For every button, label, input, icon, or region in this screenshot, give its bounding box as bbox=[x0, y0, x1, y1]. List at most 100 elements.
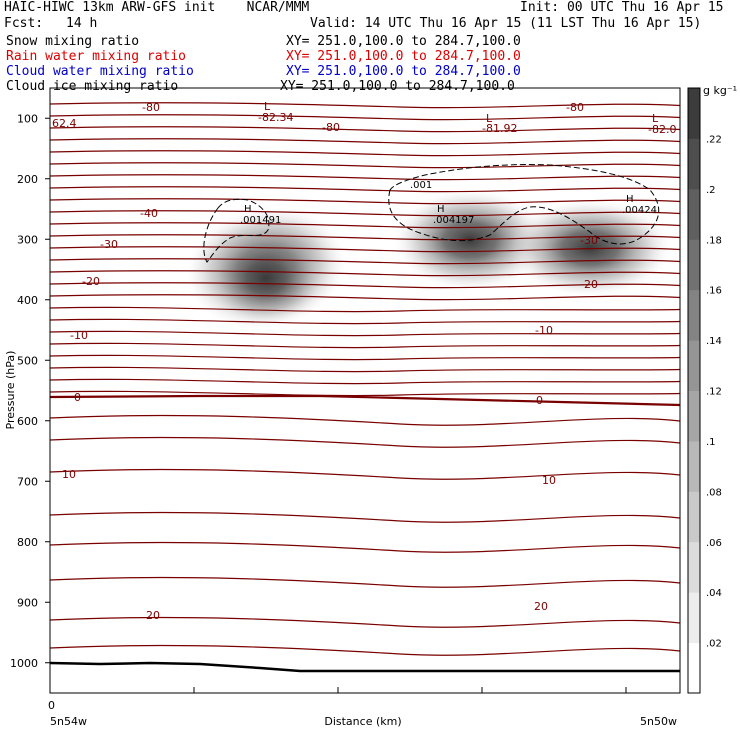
colorbar-tick-label: .18 bbox=[706, 235, 722, 246]
colorbar-swatch bbox=[688, 541, 700, 593]
colorbar-swatch bbox=[688, 390, 700, 442]
colorbar-tick-label: .2 bbox=[706, 185, 716, 196]
ice-contour-label: .001 bbox=[410, 180, 432, 191]
legend-rain-xy: XY= 251.0,100.0 to 284.7,100.0 bbox=[286, 49, 521, 64]
x-right-location: 5n50w bbox=[640, 715, 677, 728]
x-axis-label: Distance (km) bbox=[324, 715, 401, 728]
colorbar-unit: g kg⁻¹ bbox=[703, 84, 737, 97]
y-tick-label: 100 bbox=[17, 112, 38, 125]
temp-label: -82.34 bbox=[258, 111, 293, 124]
temp-label: 10 bbox=[62, 468, 76, 481]
ice-max-marker: H bbox=[437, 204, 445, 215]
temp-label: -20 bbox=[82, 275, 100, 288]
legend-rain: Rain water mixing ratio bbox=[6, 49, 187, 64]
temp-label: 20 bbox=[146, 609, 160, 622]
isotherm-line bbox=[50, 198, 680, 205]
colorbar-tick-label: .14 bbox=[706, 336, 722, 347]
isotherm-line bbox=[50, 306, 680, 313]
temp-label: -30 bbox=[580, 234, 598, 247]
isotherm-line bbox=[50, 270, 680, 277]
y-tick-label: 1000 bbox=[10, 657, 38, 670]
legend-snow: Snow mixing ratio bbox=[6, 34, 140, 49]
colorbar-swatch bbox=[688, 239, 700, 291]
colorbar-swatch bbox=[688, 642, 700, 694]
colorbar-tick-label: .02 bbox=[706, 639, 722, 650]
colorbar-swatch bbox=[688, 188, 700, 240]
y-tick-label: 200 bbox=[17, 173, 38, 186]
y-tick-label: 500 bbox=[17, 354, 38, 367]
temp-label: 20 bbox=[534, 600, 548, 613]
ice-blob-1-core bbox=[211, 233, 321, 323]
y-tick-label: 900 bbox=[17, 596, 38, 609]
isotherm-line bbox=[50, 186, 680, 193]
temp-label: -80 bbox=[322, 121, 340, 134]
colorbar-tick-label: .04 bbox=[706, 588, 722, 599]
temp-label: 0 bbox=[74, 391, 81, 404]
temp-label: 10 bbox=[542, 474, 556, 487]
temp-label: -10 bbox=[535, 324, 553, 337]
legend-cloud-water-xy: XY= 251.0,100.0 to 284.7,100.0 bbox=[286, 64, 521, 79]
terrain-surface bbox=[50, 661, 680, 673]
temp-label: -30 bbox=[100, 238, 118, 251]
colorbar-swatch bbox=[688, 440, 700, 492]
temp-label: -10 bbox=[70, 329, 88, 342]
y-tick-label: 300 bbox=[17, 233, 38, 246]
cloud-ice-contour-2 bbox=[388, 164, 660, 245]
isotherm-line bbox=[50, 294, 680, 301]
isotherm-line bbox=[50, 282, 680, 289]
fcst-label: Fcst: bbox=[4, 16, 44, 31]
colorbar-tick-label: .06 bbox=[706, 538, 722, 549]
isotherm-line bbox=[50, 414, 680, 426]
isotherm-line bbox=[50, 174, 680, 181]
colorbar-tick-label: .22 bbox=[706, 134, 722, 145]
legend-cloud-ice: Cloud ice mixing ratio bbox=[6, 79, 179, 94]
isotherm-line bbox=[50, 138, 680, 145]
isotherm-line bbox=[50, 258, 680, 265]
y-axis-label: Pressure (hPa) bbox=[4, 351, 17, 430]
temp-label: 62.4 bbox=[52, 117, 77, 130]
isotherm-line bbox=[50, 378, 680, 385]
isotherm-line bbox=[50, 354, 680, 361]
isotherm-line bbox=[50, 246, 680, 253]
isotherm-line bbox=[50, 468, 680, 480]
colorbar-swatch bbox=[688, 138, 700, 190]
temp-min-marker: L bbox=[264, 100, 271, 113]
isotherm-line bbox=[50, 511, 680, 523]
ice-max-marker: H bbox=[626, 194, 634, 205]
isotherm-line bbox=[50, 390, 680, 397]
y-tick-label: 600 bbox=[17, 415, 38, 428]
colorbar-frame bbox=[687, 87, 701, 694]
colorbar-swatch bbox=[688, 340, 700, 391]
legend-cloud-ice-xy: XY= 251.0,100.0 to 284.7,100.0 bbox=[280, 79, 515, 94]
temp-label: -20 bbox=[580, 278, 598, 291]
colorbar-swatch bbox=[688, 491, 700, 543]
ice-max-marker: H bbox=[244, 204, 252, 215]
isotherm-line bbox=[50, 541, 680, 553]
temp-min-marker: L bbox=[652, 112, 659, 125]
y-tick-label: 700 bbox=[17, 475, 38, 488]
chart-title: HAIC-HIWC 13km ARW-GFS init NCAR/MMM bbox=[4, 0, 310, 15]
ice-max-value: .004197 bbox=[433, 215, 474, 226]
colorbar-tick-label: .08 bbox=[706, 487, 722, 498]
isotherm-line bbox=[50, 318, 680, 325]
isotherm-0C bbox=[50, 394, 680, 407]
isotherm-line bbox=[50, 126, 680, 133]
colorbar-tick-label: .16 bbox=[706, 286, 722, 297]
temp-label: -81.92 bbox=[482, 122, 517, 135]
isotherm-line bbox=[50, 162, 680, 169]
isotherm-line bbox=[50, 330, 680, 337]
legend-snow-xy: XY= 251.0,100.0 to 284.7,100.0 bbox=[286, 34, 521, 49]
cloud-ice-contour-1 bbox=[203, 198, 270, 263]
temp-label: -82.0 bbox=[648, 123, 676, 136]
ice-max-value: .001491 bbox=[240, 215, 281, 226]
isotherm-line bbox=[50, 102, 680, 109]
isotherm-line bbox=[50, 342, 680, 349]
isotherm-line bbox=[50, 150, 680, 157]
colorbar-swatch bbox=[688, 289, 700, 341]
isotherm-line bbox=[50, 222, 680, 229]
temp-min-marker: L bbox=[486, 112, 493, 125]
valid-time: Valid: 14 UTC Thu 16 Apr 15 (11 LST Thu … bbox=[310, 16, 702, 31]
legend-cloud-water: Cloud water mixing ratio bbox=[6, 64, 194, 79]
init-time: Init: 00 UTC Thu 16 Apr 15 bbox=[520, 0, 724, 15]
colorbar-tick-label: .12 bbox=[706, 387, 722, 398]
